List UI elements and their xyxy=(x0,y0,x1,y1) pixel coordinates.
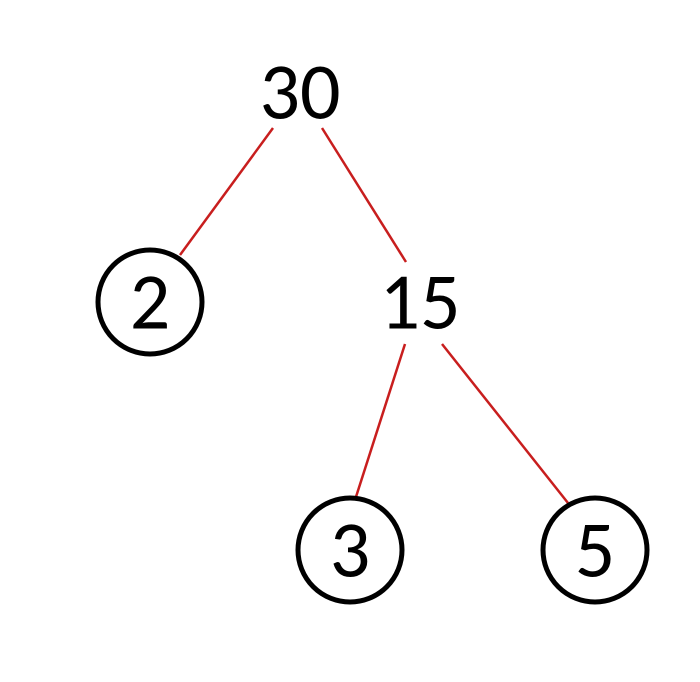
tree-node-root: 30 xyxy=(259,44,340,141)
factor-tree-diagram: 30 2 15 3 5 xyxy=(0,0,700,682)
node-label: 2 xyxy=(130,254,171,351)
node-label: 30 xyxy=(259,44,340,141)
node-label: 3 xyxy=(330,502,371,599)
tree-edge xyxy=(322,128,406,262)
tree-edge xyxy=(355,344,405,500)
node-label: 5 xyxy=(575,502,616,599)
tree-node-n3: 3 xyxy=(298,498,402,602)
nodes-group: 30 2 15 3 5 xyxy=(98,44,647,603)
tree-node-n15: 15 xyxy=(379,254,460,351)
node-label: 15 xyxy=(379,254,460,351)
tree-node-n2: 2 xyxy=(98,250,202,354)
tree-node-n5: 5 xyxy=(543,498,647,602)
edges-group xyxy=(180,128,568,503)
tree-edge xyxy=(442,344,568,503)
tree-edge xyxy=(180,128,273,255)
